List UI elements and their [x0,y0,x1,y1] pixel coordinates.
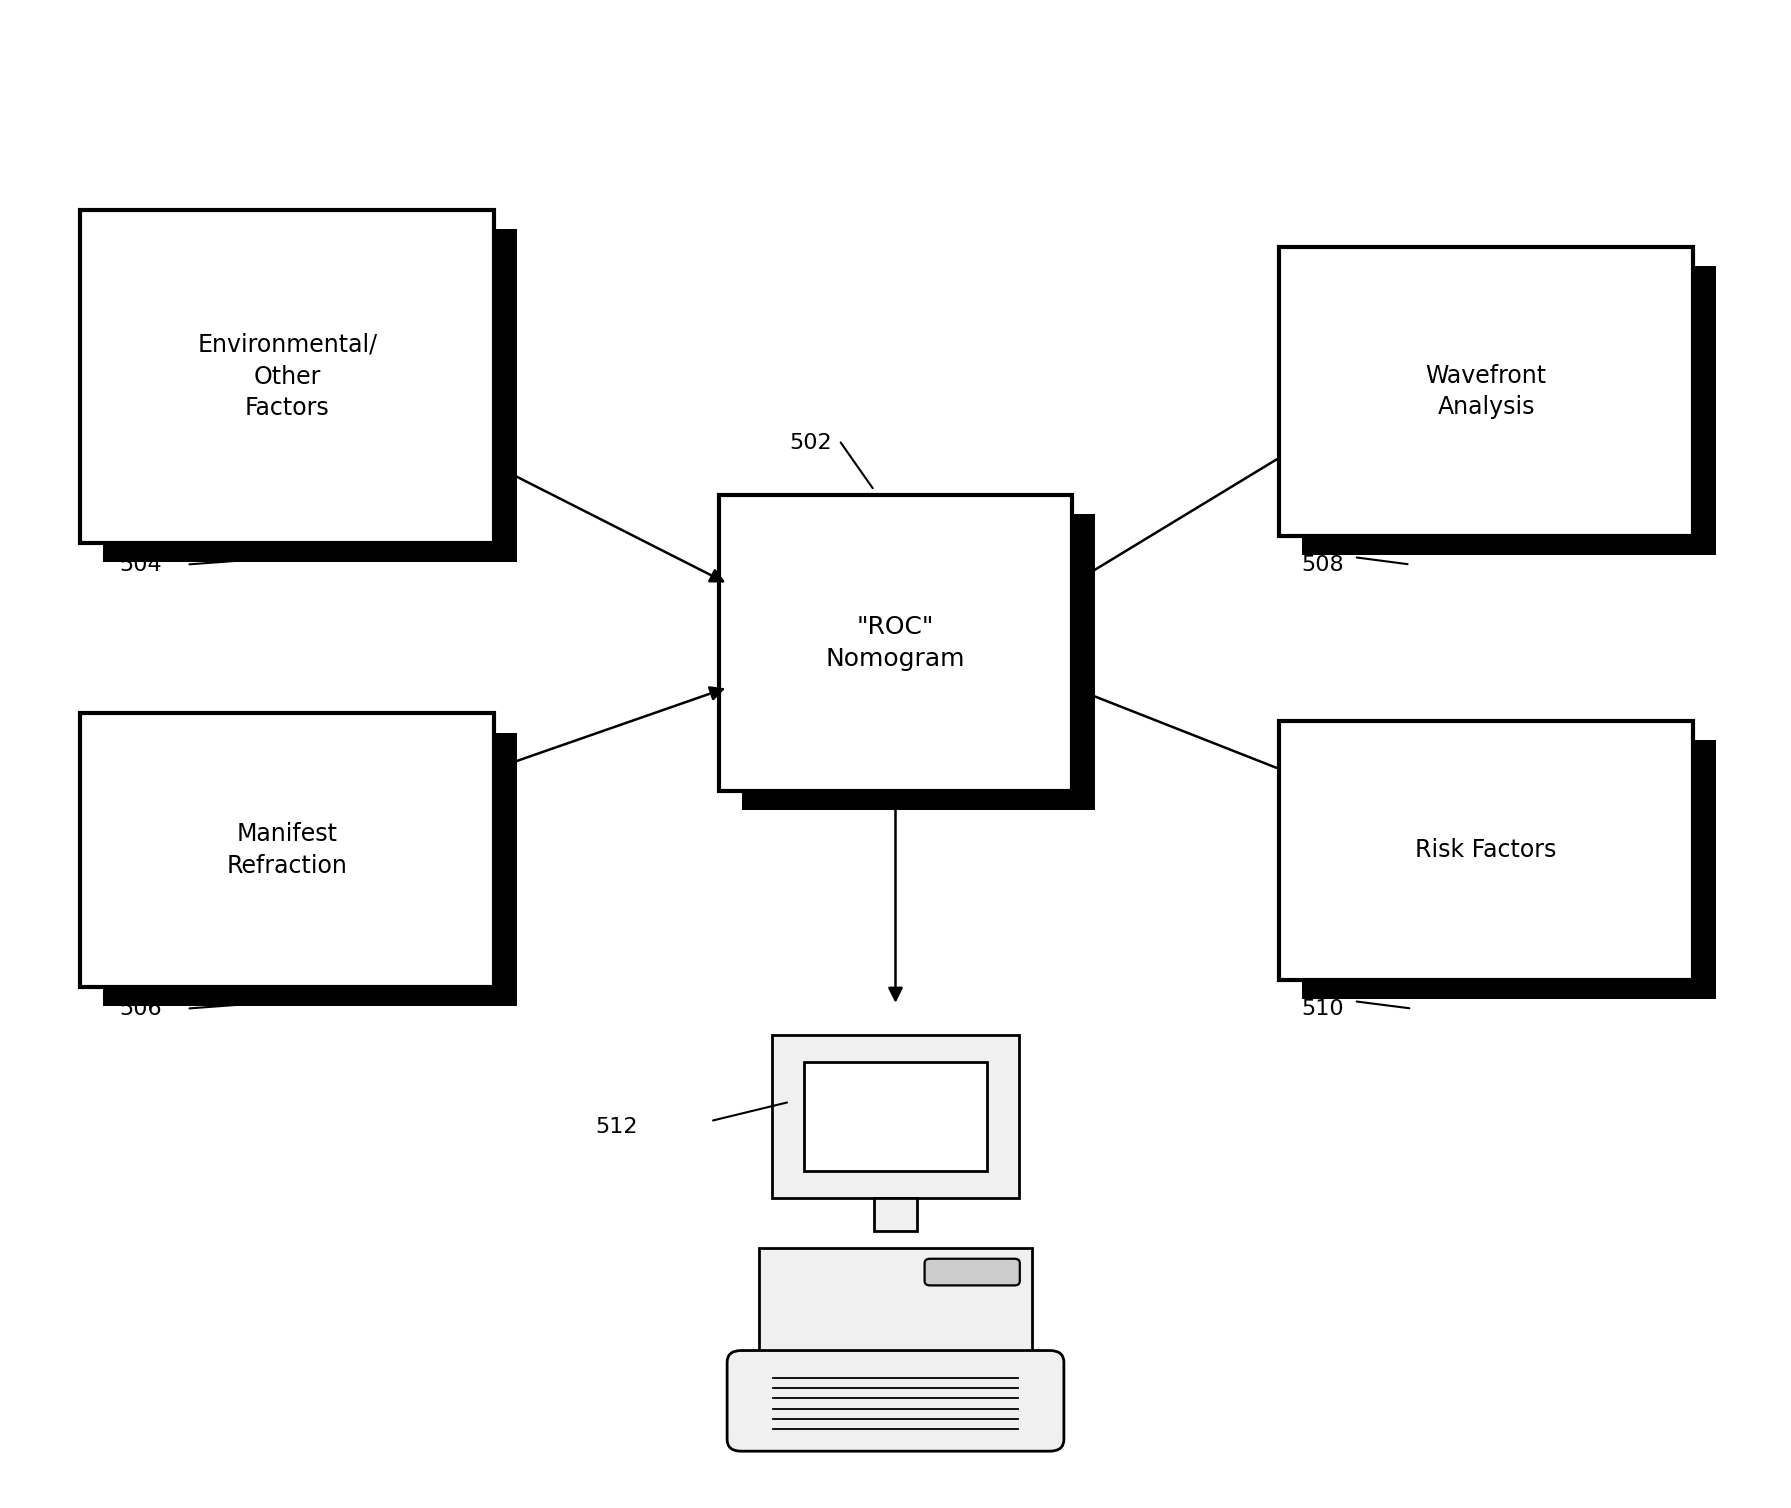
Bar [1302,267,1716,555]
Bar [102,733,518,1006]
Bar [874,1197,917,1231]
Text: 506: 506 [120,998,163,1018]
Text: Risk Factors: Risk Factors [1415,838,1556,863]
Bar [81,713,494,988]
Text: 510: 510 [1300,998,1343,1018]
Bar [1302,740,1716,998]
FancyBboxPatch shape [924,1259,1019,1285]
Text: 504: 504 [120,555,163,575]
Bar [804,1062,987,1172]
Bar [772,1036,1019,1197]
Text: 508: 508 [1300,555,1343,575]
FancyBboxPatch shape [727,1351,1064,1451]
Text: "ROC"
Nomogram: "ROC" Nomogram [826,615,965,671]
Bar [81,210,494,543]
Bar [1279,247,1692,535]
Bar [720,495,1071,792]
Text: Manifest
Refraction: Manifest Refraction [227,822,347,878]
Bar [741,514,1094,810]
Text: 502: 502 [790,433,833,452]
Bar [102,229,518,562]
Text: Environmental/
Other
Factors: Environmental/ Other Factors [197,333,378,421]
Text: Wavefront
Analysis: Wavefront Analysis [1426,363,1547,419]
Text: 512: 512 [596,1117,638,1137]
Bar [1279,721,1692,980]
Bar [759,1249,1032,1356]
